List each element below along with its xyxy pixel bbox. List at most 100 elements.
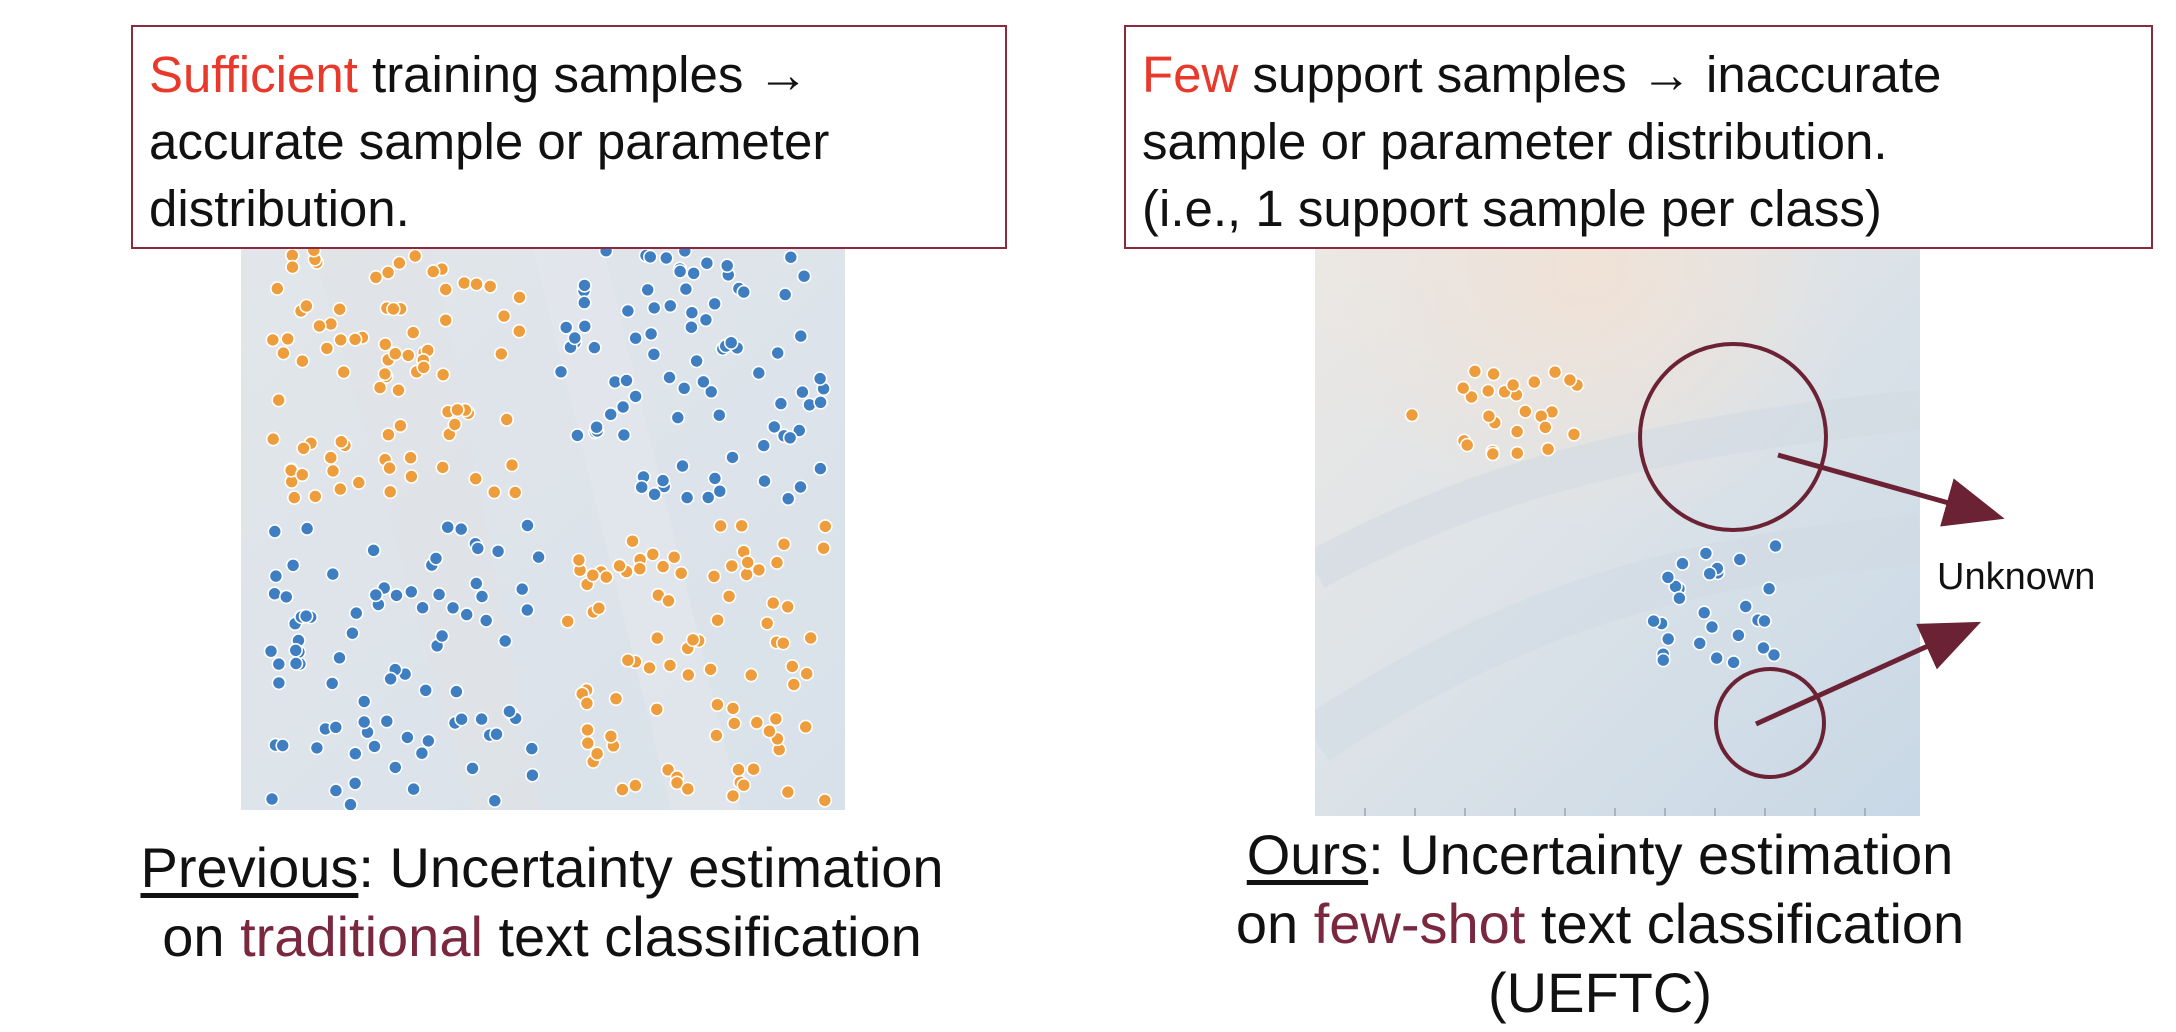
orange-class-point [740, 555, 756, 570]
orange-class-point [504, 457, 520, 473]
blue-class-point [619, 373, 634, 388]
blue-class-point [328, 783, 344, 798]
orange-class-point [585, 567, 601, 583]
orange-class-point [762, 723, 777, 739]
orange-class-point [368, 269, 384, 285]
orange-class-point [816, 540, 831, 556]
orange-class-point [438, 282, 453, 297]
arrow-to-unknown-upper [1777, 452, 2005, 527]
blue-class-point [689, 353, 704, 369]
orange-class-point [285, 259, 300, 275]
blue-class-point [773, 396, 789, 411]
orange-class-point [780, 599, 796, 615]
blue-class-point [497, 633, 513, 649]
orange-class-point [512, 289, 527, 305]
blue-class-point [793, 328, 809, 344]
orange-class-point [591, 600, 607, 616]
orange-class-point [725, 788, 741, 804]
orange-class-point [382, 484, 398, 500]
orange-class-point [661, 593, 676, 609]
blue-class-point [332, 650, 347, 666]
orange-class-point [438, 312, 453, 328]
blue-class-point [640, 282, 656, 298]
blue-support-point [1761, 581, 1777, 597]
orange-class-point [655, 559, 671, 574]
unknown-region-circle-small [1714, 667, 1826, 779]
orange-class-point [662, 658, 678, 673]
blue-class-point [309, 740, 325, 756]
blue-class-point [383, 671, 398, 687]
right-caption-highlight: few-shot [1313, 892, 1526, 955]
blue-class-point [813, 395, 828, 410]
blue-class-point [520, 518, 535, 533]
blue-class-point [672, 264, 688, 279]
orange-class-point [649, 701, 665, 717]
orange-class-point [332, 301, 347, 317]
blue-class-point [470, 541, 486, 556]
blue-class-point [349, 605, 364, 621]
blue-class-point [675, 458, 690, 474]
blue-class-point [400, 730, 415, 745]
blue-class-point [676, 381, 692, 396]
orange-class-point [265, 431, 281, 447]
orange-support-point [1518, 404, 1533, 419]
orange-class-point [280, 331, 296, 347]
orange-class-point [649, 630, 665, 646]
orange-support-point [1480, 383, 1496, 399]
orange-class-point [612, 558, 627, 574]
right-caption-line-1: Ours: Uncertainty estimation [1246, 823, 1954, 886]
left-box-line-1: Sufficient training samples → [149, 46, 809, 103]
blue-class-point [719, 258, 735, 274]
orange-class-point [680, 667, 696, 683]
orange-class-point [468, 471, 483, 486]
orange-class-point [603, 728, 619, 744]
orange-class-point [382, 460, 397, 476]
left-caption-line-1: Previous: Uncertainty estimation [140, 836, 944, 899]
left-caption-underlined: Previous [140, 836, 359, 899]
orange-class-point [669, 775, 685, 791]
blue-class-point [299, 521, 315, 536]
blue-class-point [440, 519, 455, 535]
blue-class-point [288, 642, 304, 658]
unknown-label: Unknown [1937, 556, 2096, 598]
left-box-line-2: accurate sample or parameter [149, 113, 830, 170]
orange-class-point [386, 301, 401, 317]
orange-class-point [769, 555, 785, 570]
orange-support-point [1538, 420, 1553, 435]
orange-class-point [642, 660, 657, 676]
orange-class-point [798, 719, 814, 735]
blue-class-point [324, 676, 340, 691]
blue-class-point [459, 607, 474, 622]
orange-class-point [632, 561, 648, 577]
blue-class-point [703, 384, 719, 400]
blue-class-point [525, 767, 540, 783]
orange-class-point [746, 761, 761, 777]
blue-class-point [757, 473, 772, 489]
blue-class-point [587, 340, 602, 355]
blue-class-point [679, 490, 695, 505]
orange-class-point [271, 392, 287, 408]
blue-class-point [777, 287, 793, 302]
orange-class-point [486, 484, 502, 500]
orange-class-point [645, 546, 661, 562]
blue-support-point [1698, 546, 1714, 561]
blue-class-point [712, 483, 728, 499]
right-description-box: Few support samples → inaccurate sample … [1124, 25, 2153, 249]
blue-class-point [670, 410, 686, 425]
blue-class-point [615, 399, 631, 415]
blue-class-point [576, 295, 592, 310]
blue-class-point [646, 300, 662, 316]
orange-class-point [407, 248, 423, 264]
right-scatter-plot [1315, 240, 1920, 816]
blue-class-point [271, 656, 287, 672]
orange-support-point [1485, 446, 1501, 462]
blue-class-point [514, 581, 530, 597]
orange-class-point [579, 695, 595, 711]
blue-support-point [1766, 647, 1782, 663]
right-caption-underlined: Ours [1246, 823, 1369, 886]
orange-class-point [799, 666, 815, 682]
orange-class-point [608, 691, 624, 707]
blue-class-point [431, 587, 447, 602]
orange-support-point [1510, 445, 1525, 461]
orange-class-point [493, 346, 509, 362]
